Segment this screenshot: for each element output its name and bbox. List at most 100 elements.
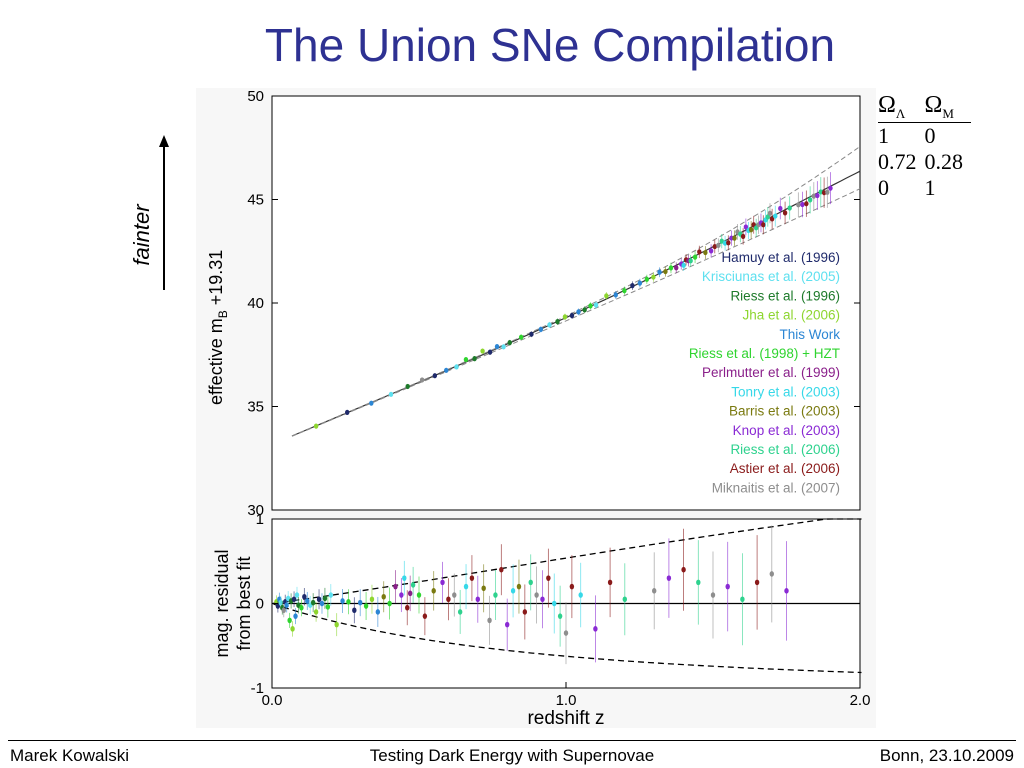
residual-data-point (405, 604, 410, 611)
hubble-data-point (622, 288, 627, 294)
residual-data-point (334, 621, 339, 628)
hubble-data-point (432, 373, 438, 379)
residual-data-point (305, 598, 310, 604)
hubble-data-point (821, 190, 827, 196)
residual-data-point (516, 583, 522, 590)
hubble-data-point (740, 233, 746, 240)
omega-cell: 1 (878, 122, 889, 148)
hubble-data-point (637, 280, 643, 286)
footer-divider (8, 740, 1016, 741)
hubble-data-point (463, 356, 469, 363)
residual-data-point (475, 596, 480, 603)
hubble-data-point (800, 201, 805, 208)
hubble-data-point (555, 319, 560, 325)
residual-data-point (696, 579, 701, 586)
legend-entry: Riess et al. (1996) (730, 288, 840, 303)
hubble-data-point (588, 303, 593, 309)
residual-data-point (293, 613, 298, 619)
residual-data-point (452, 592, 457, 598)
residual-data-point (399, 592, 404, 598)
slide-title: The Union SNe Compilation (264, 19, 836, 71)
residual-data-point (740, 596, 745, 603)
omega-header-lambda: ΩΛ (878, 92, 925, 123)
residual-data-point (410, 582, 416, 588)
omega-cell: 0.28 (924, 148, 964, 174)
hubble-data-point (674, 265, 679, 271)
hubble-data-point (668, 265, 674, 271)
residual-data-point (299, 604, 304, 611)
hubble-data-point (657, 269, 662, 275)
model-curve-2 (291, 188, 861, 437)
hubble-data-point (582, 307, 587, 313)
hubble-data-point (518, 334, 524, 340)
hubble-data-point (388, 391, 394, 397)
hubble-data-point (767, 210, 773, 216)
hubble-data-point (613, 292, 618, 298)
legend-entry: Jha et al. (2006) (742, 308, 840, 323)
residual-data-point (528, 579, 533, 586)
bottom-x-tick-label: 2.0 (850, 692, 871, 709)
residual-data-point (534, 592, 539, 598)
hubble-data-point (807, 197, 813, 203)
hubble-data-point (562, 314, 568, 320)
residual-data-point (487, 617, 492, 624)
residual-data-point (563, 630, 569, 636)
residual-data-point (340, 598, 345, 604)
residual-envelope-curve-1 (273, 603, 862, 674)
residual-data-point (287, 617, 292, 624)
residual-data-point (363, 603, 369, 609)
residual-data-point (681, 566, 686, 573)
hubble-data-point (787, 205, 792, 211)
residual-data-point (313, 609, 319, 615)
legend-entry: Perlmutter et al. (1999) (702, 365, 840, 380)
residual-y-axis-label: from best fit (234, 556, 254, 650)
residual-data-point (593, 626, 598, 632)
residual-data-point (393, 583, 398, 590)
hubble-data-point (444, 367, 449, 373)
residual-data-point (540, 596, 545, 603)
hubble-data-point (501, 344, 506, 350)
footer-talk-title: Testing Dark Energy with Supernovae (369, 746, 655, 765)
bottom-x-tick-label: 1.0 (556, 692, 577, 709)
top-y-tick-label: 30 (247, 502, 264, 519)
residual-data-point (457, 609, 463, 615)
hubble-data-point (494, 344, 500, 350)
residual-data-point (294, 592, 300, 598)
residual-data-point (328, 592, 333, 598)
hubble-data-point (765, 214, 771, 220)
hubble-data-point (454, 364, 459, 370)
residual-data-point (407, 590, 413, 597)
hubble-data-point (547, 322, 552, 328)
omega-cell: 0.72 (878, 148, 917, 174)
hubble-data-point (681, 262, 686, 268)
hubble-data-point (712, 243, 717, 250)
hubble-data-point (576, 309, 581, 315)
legend-entry: Hamuy et al. (1996) (721, 250, 840, 265)
hubble-data-point (630, 283, 635, 289)
legend-entry: Krisciunas et al. (2005) (702, 269, 840, 284)
hubble-data-point (419, 377, 425, 383)
residual-data-point (325, 604, 331, 610)
residual-data-point (481, 585, 486, 592)
residual-data-point (322, 595, 328, 602)
hubble-data-point (345, 409, 350, 415)
hubble-data-point (688, 258, 693, 264)
footer-author: Marek Kowalski (10, 746, 130, 765)
hubble-data-point (726, 240, 731, 246)
residual-data-point (505, 621, 510, 628)
hubble-data-point (604, 293, 609, 299)
residual-data-point (754, 579, 760, 586)
residual-data-point (422, 613, 428, 619)
hubble-data-point (716, 242, 721, 248)
residual-data-point (291, 596, 297, 603)
hubble-data-point (697, 249, 702, 255)
bottom-x-tick-label: 0.0 (262, 692, 283, 709)
bottom-y-tick-label: -1 (251, 680, 264, 697)
hubble-data-point (825, 189, 830, 195)
hubble-data-point (818, 189, 823, 195)
legend-entry: Riess et al. (1998) + HZT (689, 346, 840, 361)
hubble-data-point (538, 326, 544, 332)
hubble-data-point (405, 383, 410, 390)
omega-cell: 0 (924, 122, 936, 148)
hubble-diagram-chart: 30 35 40 45 50 effective mB +19.31 Hamuy et al… (206, 88, 871, 729)
